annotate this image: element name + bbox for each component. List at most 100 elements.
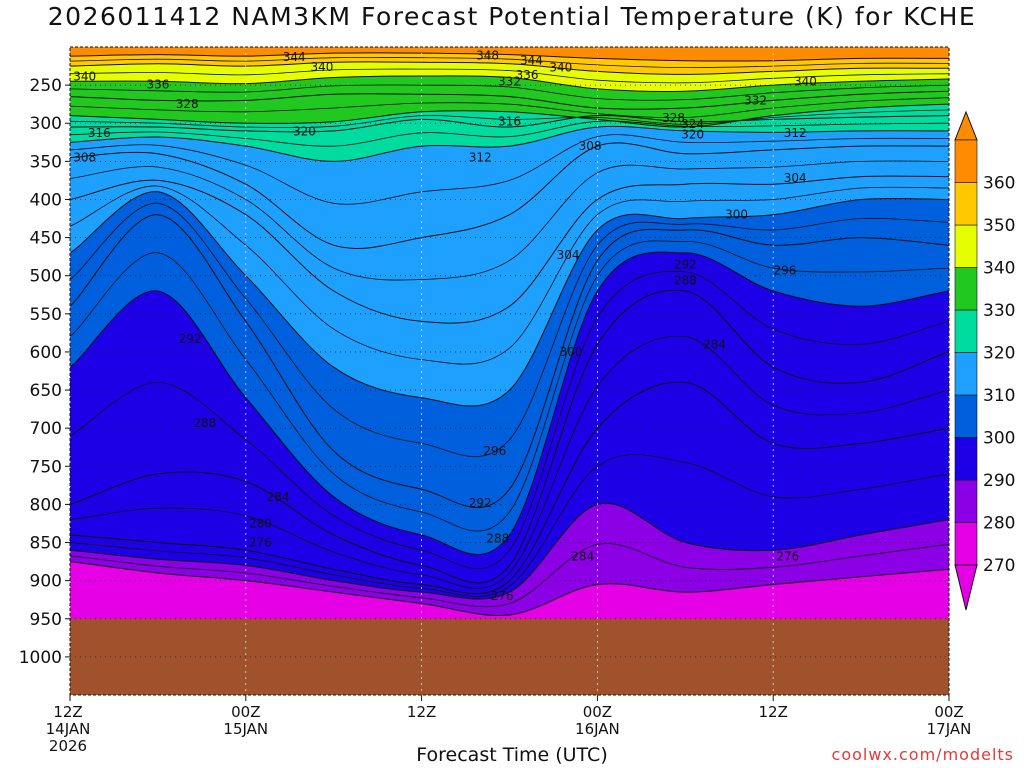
contour-label-304: 304 [557,248,580,262]
contour-label-284: 284 [267,490,290,504]
ground-below-surface [70,618,949,695]
contour-label-340: 340 [73,70,96,84]
site-credit: coolwx.com/modelts [831,745,1014,764]
isentrope-minor [70,56,949,69]
isentrope-352 [70,52,949,62]
colorbar-segment-6 [954,267,978,311]
isentrope-minor [70,240,949,532]
contour-label-320: 320 [293,125,316,139]
x-tick-label: 00Z [583,703,612,721]
colorbar-label-320: 320 [983,344,1015,364]
isentrope-minor [70,160,949,281]
contour-label-348: 348 [476,48,499,62]
contour-label-332: 332 [744,93,767,107]
x-tick-label: 16JAN [575,720,620,738]
contour-label-288: 288 [674,273,697,287]
contour-label-344: 344 [520,54,543,68]
contour-label-344: 344 [283,50,306,64]
isentrope-296 [70,214,949,509]
x-tick-label: 14JAN [46,720,91,738]
isentrope-328 [70,90,949,110]
y-tick-label-400: 400 [30,190,62,210]
isentrope-minor [70,185,949,365]
contour-label-276: 276 [776,549,799,563]
plot-frame [69,46,950,696]
y-tick-label-700: 700 [30,419,62,439]
isentrope-minor [70,134,949,205]
contour-label-308: 308 [579,139,602,153]
contour-label-328: 328 [176,97,199,111]
isentrope-280 [70,502,949,600]
contour-label-316: 316 [498,115,521,129]
y-tick-label-250: 250 [30,76,62,96]
contour-label-292: 292 [469,496,492,510]
contour-label-292: 292 [179,332,202,346]
x-tick-label: 2026 [49,737,87,755]
contour-label-300: 300 [560,345,583,359]
isentrope-minor [70,68,949,84]
isentrope-minor [70,97,949,119]
isentrope-284 [70,381,949,595]
colorbar-label-310: 310 [983,386,1015,406]
contour-label-276: 276 [491,589,514,603]
colorbar-arrow-bottom [954,564,978,611]
x-tick-label: 12Z [759,703,788,721]
y-tick-label-1000: 1000 [19,648,62,668]
isentrope-288 [70,289,949,584]
contour-label-332: 332 [498,74,521,88]
isentrope-320 [70,103,949,128]
isentrope-336 [70,75,949,92]
isentrope-292 [70,251,949,555]
y-tick-label-650: 650 [30,381,62,401]
y-tick-label-500: 500 [30,267,62,287]
contour-label-340: 340 [794,74,817,88]
chart-title: 2026011412 NAM3KM Forecast Potential Tem… [47,2,977,31]
y-tick-label-600: 600 [30,343,62,363]
colorbar-label-330: 330 [983,301,1015,321]
colorbar-label-290: 290 [983,471,1015,491]
contour-label-296: 296 [483,444,506,458]
isentrope-minor [70,84,949,101]
x-tick-label: 00Z [231,703,260,721]
colorbar-label-270: 270 [983,556,1015,576]
isentrope-minor [70,454,949,597]
colorbar-segment-8 [954,182,978,226]
colorbar-segment-2 [954,437,978,481]
isentrope-300 [70,191,949,407]
isentrope-minor [70,543,949,608]
colorbar-label-280: 280 [983,514,1015,534]
isentrope-minor [70,202,949,458]
y-tick-label-550: 550 [30,305,62,325]
contour-label-320: 320 [681,128,704,142]
colorbar-legend: 270 280 290 300 310 320 330 340 350 360 [954,110,1015,611]
x-tick-label: 15JAN [223,720,268,738]
y-tick-label-750: 750 [30,457,62,477]
colorbar-label-350: 350 [983,216,1015,236]
contour-label-316: 316 [88,126,111,140]
contour-label-312: 312 [469,151,492,165]
contour-label-288: 288 [486,532,509,546]
colorbar-arrow-top [954,110,978,141]
contour-label-324: 324 [681,117,704,131]
isentrope-308 [70,142,949,249]
contour-label-340: 340 [549,61,572,75]
contour-label-276: 276 [249,536,272,550]
y-tick-label-300: 300 [30,114,62,134]
colorbar-label-360: 360 [983,174,1015,194]
colorbar-segment-0 [954,522,978,566]
isentrope-304 [70,175,949,324]
contour-label-300: 300 [725,208,748,222]
isentrope-276 [70,561,949,617]
contour-label-340: 340 [311,60,334,74]
plot-area [70,47,949,695]
isentrope-minor [70,335,949,589]
colorbar-segment-3 [954,394,978,438]
contour-label-296: 296 [773,263,796,277]
contour-label-280: 280 [249,516,272,530]
isentrope-minor [70,271,949,570]
colorbar-segment-4 [954,352,978,396]
contour-label-284: 284 [571,549,594,563]
y-tick-label-800: 800 [30,495,62,515]
